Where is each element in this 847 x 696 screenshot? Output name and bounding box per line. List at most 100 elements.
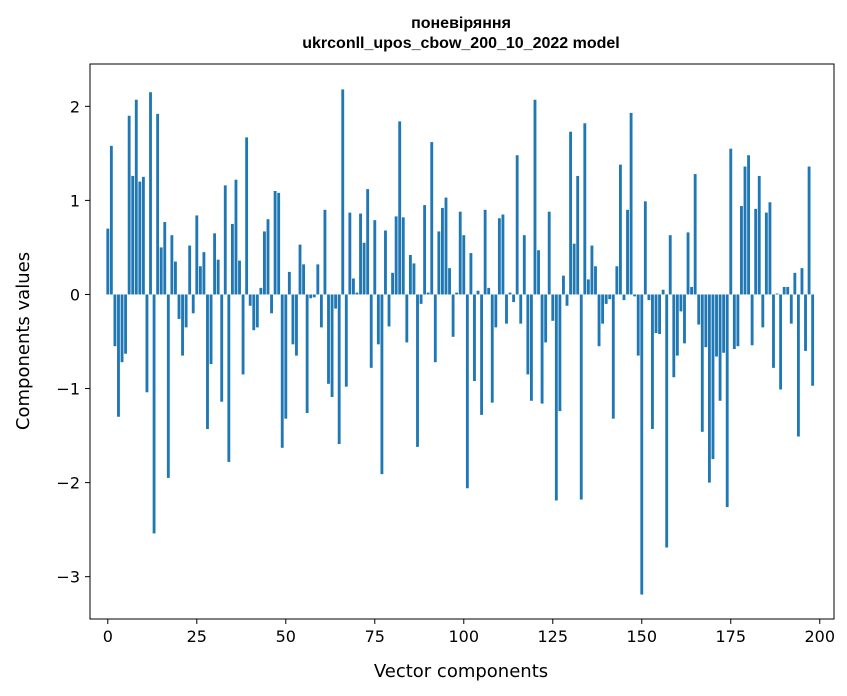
bar [779, 294, 783, 390]
bar [793, 272, 797, 295]
bar [223, 185, 227, 295]
bar [690, 286, 694, 295]
bar [487, 287, 491, 295]
bar [362, 242, 366, 295]
y-tick-label: −1 [56, 380, 80, 399]
bar [811, 294, 815, 386]
bar [209, 294, 213, 365]
y-axis-label: Components values [13, 252, 34, 430]
bar [120, 294, 124, 363]
bar [337, 294, 341, 445]
bar [159, 247, 163, 295]
bar [124, 294, 128, 354]
bar [412, 263, 416, 295]
bar [693, 174, 697, 295]
bar [127, 115, 131, 295]
bar [633, 294, 637, 297]
bar [469, 253, 473, 295]
bar [458, 211, 462, 295]
bar [615, 266, 619, 295]
x-tick-label: 50 [276, 627, 296, 646]
bar [380, 294, 384, 475]
bar [117, 294, 120, 417]
bar [807, 166, 811, 295]
bar [764, 212, 768, 295]
bar [437, 231, 441, 295]
x-tick-label: 75 [365, 627, 385, 646]
bar [241, 294, 245, 375]
bar [736, 294, 740, 347]
bar [640, 294, 644, 595]
bar [743, 166, 747, 295]
bar [384, 230, 387, 295]
bar [141, 176, 145, 295]
bar [465, 294, 469, 489]
bar [473, 294, 476, 382]
x-tick-label: 175 [715, 627, 746, 646]
bar [718, 294, 722, 401]
bar [800, 268, 804, 295]
x-axis: 0 25 50 75 100 125 150 175 200 [103, 619, 835, 646]
bar [732, 294, 736, 350]
chart-title-line: поневіряння [411, 15, 511, 32]
bar [319, 294, 323, 328]
bar [476, 290, 480, 295]
bar [643, 201, 647, 295]
bar [544, 294, 548, 343]
bar [704, 294, 708, 348]
bar [750, 294, 754, 346]
bar [184, 294, 188, 328]
bar [138, 181, 142, 295]
bar [398, 121, 402, 295]
bar [715, 294, 718, 357]
bar [651, 294, 654, 429]
bar [191, 294, 195, 314]
bar [266, 219, 270, 295]
bar [376, 294, 380, 345]
bar [757, 175, 761, 295]
bar [529, 294, 533, 401]
bar [522, 235, 526, 295]
bar [149, 92, 152, 295]
bar [298, 244, 302, 295]
bar [804, 294, 807, 351]
bars-group [106, 89, 815, 595]
bar [295, 294, 298, 356]
bar [181, 294, 184, 356]
bar [430, 142, 434, 295]
bar [423, 205, 427, 295]
bar [213, 233, 217, 295]
bar [245, 137, 249, 295]
bar [312, 294, 316, 298]
bar [508, 292, 512, 295]
chart-title: поневіряння ukrconll_upos_cbow_200_10_202… [302, 15, 619, 52]
bar [505, 294, 508, 324]
bar [259, 287, 263, 295]
bar [348, 212, 352, 295]
bar [569, 131, 572, 295]
bar [754, 208, 758, 295]
bar [170, 235, 174, 295]
bar [729, 148, 733, 295]
bar [448, 268, 451, 295]
bar [145, 294, 149, 393]
bar [291, 294, 295, 345]
bar [551, 294, 555, 321]
bar [775, 293, 779, 295]
bar [654, 294, 658, 334]
bar [604, 294, 608, 304]
bar [789, 294, 793, 324]
bar [131, 175, 135, 295]
bar [629, 112, 633, 295]
bar [287, 271, 291, 295]
bar [426, 292, 430, 295]
bar [722, 294, 726, 353]
bar [408, 254, 412, 295]
bar [512, 294, 516, 302]
bar [327, 294, 330, 384]
bar [658, 294, 661, 334]
x-tick-label: 200 [804, 627, 835, 646]
bar [195, 215, 199, 295]
bar [725, 294, 729, 508]
